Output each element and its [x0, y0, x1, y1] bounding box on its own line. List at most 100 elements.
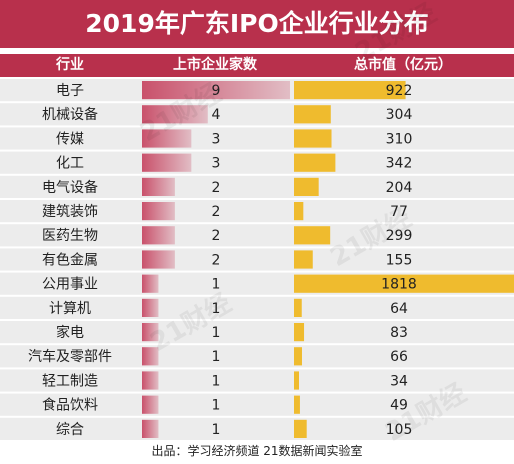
value-bar [294, 419, 307, 438]
row-background [0, 151, 514, 174]
value-label: 64 [390, 301, 408, 317]
value-bar [294, 153, 336, 172]
header-industry: 行业 [56, 57, 84, 73]
count-bar [142, 81, 290, 100]
table-row: 电子 9 922 [0, 79, 514, 102]
value-bar [294, 250, 313, 269]
row-background [0, 417, 514, 440]
row-background [0, 369, 514, 392]
value-bar [294, 395, 300, 414]
count-bar [142, 395, 159, 414]
count-bar [142, 323, 159, 342]
row-background [0, 296, 514, 319]
count-bar [142, 250, 175, 269]
industry-label: 电子 [56, 83, 84, 99]
count-label: 3 [212, 131, 221, 147]
row-background [0, 345, 514, 368]
value-bar [294, 129, 332, 148]
header-bar [0, 54, 514, 77]
industry-label: 机械设备 [42, 106, 98, 123]
value-label: 342 [386, 156, 413, 172]
table-row: 电气设备 2 204 [0, 175, 514, 198]
industry-label: 建筑装饰 [42, 204, 98, 220]
row-background [0, 175, 514, 198]
count-bar [142, 298, 159, 317]
count-label: 1 [212, 325, 221, 341]
count-label: 2 [212, 252, 221, 268]
value-label: 49 [390, 398, 408, 414]
value-bar [294, 81, 406, 100]
header-value: 总市值（亿元） [354, 57, 452, 73]
count-bar [142, 129, 192, 148]
industry-label: 家电 [56, 324, 84, 341]
header-count: 上市企业家数 [173, 57, 257, 73]
table-row: 化工 3 342 [0, 151, 514, 174]
count-bar [142, 177, 175, 196]
value-bar [294, 202, 304, 221]
row-background [0, 103, 514, 126]
count-label: 1 [212, 373, 221, 389]
count-label: 1 [212, 422, 221, 438]
count-label: 2 [212, 228, 221, 244]
value-bar [294, 347, 302, 366]
count-label: 3 [212, 156, 221, 172]
table-row: 建筑装饰 2 77 [0, 200, 514, 223]
value-label: 299 [386, 228, 413, 244]
value-label: 34 [390, 373, 408, 389]
industry-label: 计算机 [49, 301, 91, 317]
value-label: 155 [386, 252, 413, 268]
title-bar [0, 0, 514, 48]
row-background [0, 200, 514, 223]
row-background [0, 248, 514, 271]
row-background [0, 224, 514, 247]
industry-label: 医药生物 [42, 228, 98, 244]
table-row: 计算机 1 64 [0, 296, 514, 319]
value-label: 77 [390, 204, 408, 220]
count-label: 1 [212, 398, 221, 414]
count-label: 9 [212, 83, 221, 99]
value-label: 83 [390, 325, 408, 341]
count-bar [142, 202, 175, 221]
count-bar [142, 226, 175, 245]
row-background [0, 127, 514, 150]
table-row: 公用事业 1 1818 [0, 272, 514, 295]
industry-label: 电气设备 [42, 179, 98, 196]
table-row: 家电 1 83 [0, 321, 514, 344]
value-bar [294, 177, 319, 196]
row-background [0, 393, 514, 416]
count-bar [142, 274, 159, 293]
value-bar [294, 226, 331, 245]
value-bar [294, 105, 331, 124]
value-bar [294, 323, 305, 342]
count-label: 2 [212, 204, 221, 220]
count-bar [142, 371, 159, 390]
count-label: 2 [212, 180, 221, 196]
count-label: 1 [212, 301, 221, 317]
industry-label: 食品饮料 [42, 397, 98, 414]
value-bar [294, 274, 514, 293]
chart-title: 2019年广东IPO企业行业分布 [85, 9, 429, 38]
watermark: 21财经 [350, 0, 442, 68]
industry-label: 轻工制造 [42, 373, 98, 389]
industry-label: 传媒 [56, 131, 84, 147]
count-label: 4 [212, 107, 221, 123]
value-bar [294, 371, 299, 390]
table-row: 机械设备 4 304 [0, 103, 514, 126]
count-label: 1 [212, 277, 221, 293]
row-background [0, 321, 514, 344]
industry-label: 汽车及零部件 [28, 348, 112, 365]
value-label: 105 [386, 422, 413, 438]
table-row: 有色金属 2 155 [0, 248, 514, 271]
table-row: 综合 1 105 [0, 417, 514, 440]
count-bar [142, 419, 159, 438]
count-bar [142, 347, 159, 366]
table-row: 传媒 3 310 [0, 127, 514, 150]
value-label: 204 [386, 180, 413, 196]
value-label: 922 [386, 83, 413, 99]
industry-label: 公用事业 [42, 277, 98, 293]
industry-label: 综合 [56, 422, 84, 438]
industry-label: 化工 [56, 156, 84, 172]
table-row: 医药生物 2 299 [0, 224, 514, 247]
count-bar [142, 153, 192, 172]
